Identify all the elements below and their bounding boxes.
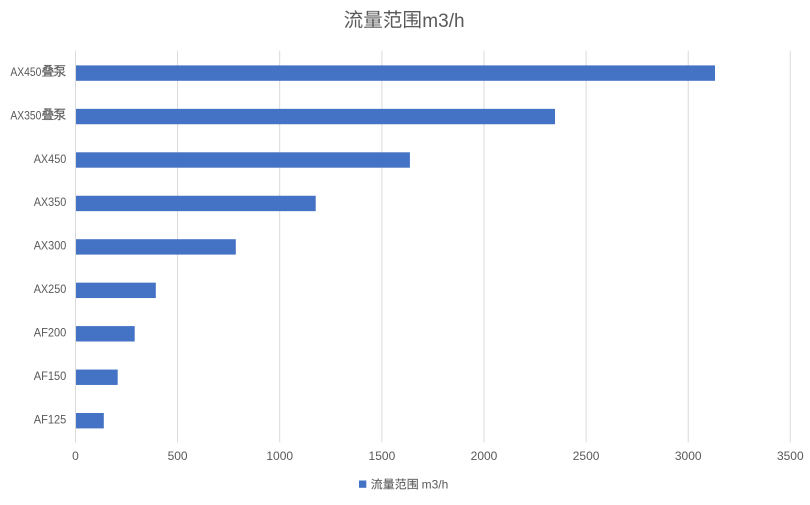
svg-text:2000: 2000 (471, 449, 498, 463)
svg-text:3500: 3500 (777, 449, 804, 463)
svg-text:m3/h: m3/h (422, 478, 449, 492)
svg-text:AX450: AX450 (10, 65, 41, 79)
svg-text:AF150: AF150 (34, 369, 67, 383)
svg-text:AX250: AX250 (34, 282, 67, 296)
svg-text:1000: 1000 (266, 449, 293, 463)
svg-text:AF125: AF125 (34, 412, 67, 426)
svg-text:AF200: AF200 (34, 326, 67, 340)
svg-text:AX350: AX350 (34, 195, 67, 209)
svg-text:AX350: AX350 (10, 108, 41, 122)
svg-text:AX450: AX450 (34, 152, 67, 166)
svg-text:1500: 1500 (369, 449, 396, 463)
svg-text:500: 500 (168, 449, 188, 463)
svg-text:0: 0 (72, 449, 79, 463)
svg-text:2500: 2500 (573, 449, 600, 463)
svg-text:AX300: AX300 (34, 239, 67, 253)
svg-text:3000: 3000 (675, 449, 702, 463)
svg-text:m3/h: m3/h (422, 11, 464, 32)
